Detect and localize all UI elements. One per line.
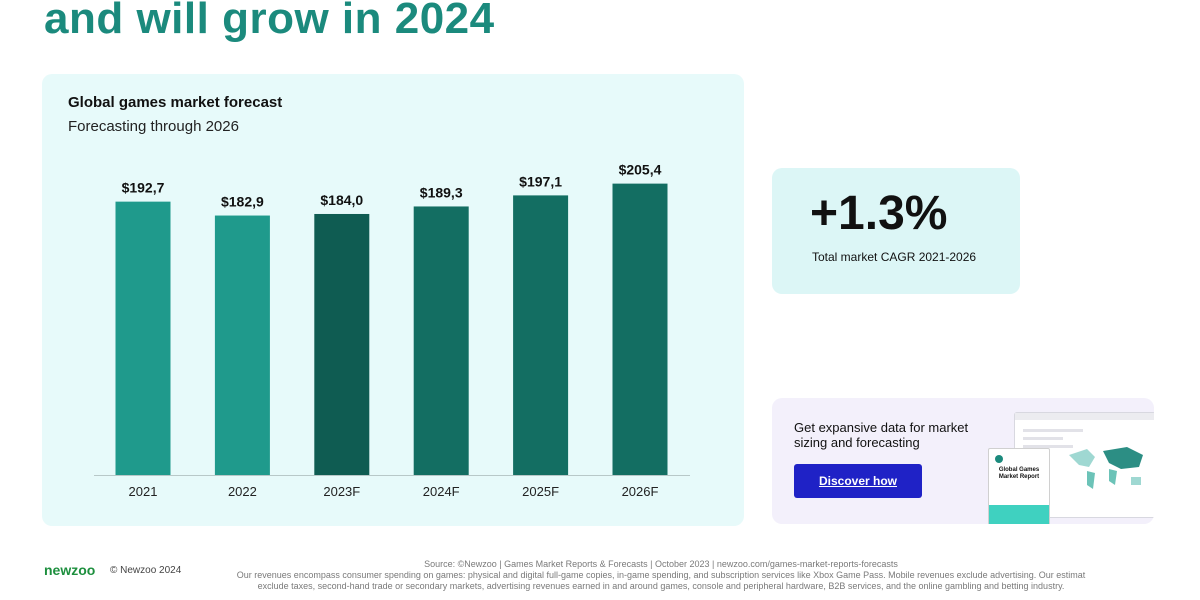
promo-card: Get expansive data for market sizing and…	[772, 398, 1154, 524]
page-headline: and will grow in 2024	[44, 0, 495, 43]
data-label: $192,7	[122, 180, 165, 196]
methodology-note-line-2: exclude taxes, second-hand trade or seco…	[257, 581, 1065, 591]
x-tick-label: 2025F	[522, 484, 559, 499]
footer-copyright: © Newzoo 2024	[110, 565, 182, 576]
report-cover-art	[989, 505, 1049, 524]
data-label: $205,4	[619, 162, 662, 178]
x-tick-label: 2026F	[622, 484, 659, 499]
world-map-icon	[1069, 447, 1143, 489]
newzoo-logo: newzoo	[44, 562, 96, 578]
report-cover-image: Global Games Market Report	[988, 448, 1050, 524]
chart-card: Global games market forecast Forecasting…	[42, 74, 744, 526]
x-tick-label: 2022	[228, 484, 257, 499]
cagr-label: Total market CAGR 2021-2026	[812, 250, 977, 264]
promo-text: Get expansive data for market sizing and…	[794, 420, 969, 450]
bar-2026f	[612, 183, 668, 476]
x-tick-label: 2021	[129, 484, 158, 499]
data-label: $182,9	[221, 194, 264, 210]
source-line: Source: ©Newzoo | Games Market Reports &…	[424, 559, 898, 569]
cagr-card: +1.3% Total market CAGR 2021-2026	[772, 168, 1020, 294]
bar-2025f	[513, 195, 569, 476]
bar-2022	[214, 215, 270, 475]
x-tick-label: 2024F	[423, 484, 460, 499]
data-label: $184,0	[320, 192, 363, 208]
chart-title: Global games market forecast	[68, 94, 283, 111]
bar-2021	[115, 201, 171, 475]
x-tick-label: 2023F	[323, 484, 360, 499]
report-cover-title: Global Games Market Report	[998, 467, 1040, 480]
data-label: $197,1	[519, 173, 562, 189]
methodology-note-line-1: Our revenues encompass consumer spending…	[236, 570, 1086, 580]
chart-subtitle: Forecasting through 2026	[68, 118, 239, 135]
bar-2024f	[413, 206, 469, 476]
footer-source: Source: ©Newzoo | Games Market Reports &…	[196, 559, 1126, 592]
newzoo-logo-icon	[995, 455, 1003, 463]
bar-2023f	[314, 213, 370, 475]
bar-chart: $192,7 2021 $182,9 2022 $184,0 2023F $189,3 202…	[94, 162, 690, 499]
cagr-value: +1.3%	[810, 187, 948, 240]
data-label: $189,3	[420, 184, 463, 200]
discover-how-button[interactable]: Discover how	[794, 464, 922, 498]
